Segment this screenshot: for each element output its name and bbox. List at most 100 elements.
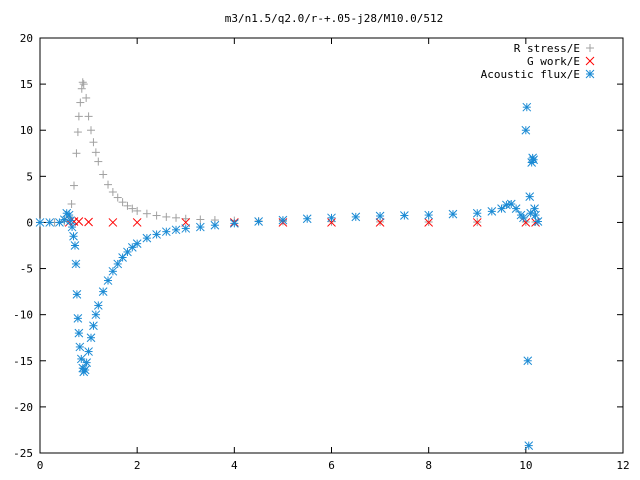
- data-point: [67, 200, 76, 208]
- data-point: [89, 138, 98, 147]
- data-point: [79, 80, 88, 89]
- data-point: [94, 157, 103, 166]
- data-point: [375, 211, 385, 221]
- x-tick-label: 6: [328, 459, 335, 472]
- data-point: [375, 218, 385, 227]
- data-point: [73, 128, 82, 137]
- y-tick-label: -25: [13, 447, 33, 460]
- data-point: [351, 212, 361, 222]
- data-point: [72, 149, 81, 158]
- data-point: [77, 84, 86, 93]
- data-point: [327, 218, 336, 227]
- data-point: [210, 220, 220, 230]
- data-point: [142, 233, 152, 243]
- y-tick-label: 15: [20, 78, 33, 91]
- data-point: [132, 218, 142, 227]
- data-point: [128, 204, 137, 213]
- data-point: [70, 241, 80, 250]
- data-point: [181, 224, 191, 233]
- data-point: [472, 208, 482, 218]
- data-point: [472, 218, 482, 227]
- data-point: [523, 356, 533, 366]
- data-point: [278, 215, 288, 225]
- data-point: [84, 217, 93, 227]
- data-point: [82, 358, 91, 367]
- data-point: [448, 209, 458, 219]
- data-point: [108, 266, 118, 276]
- data-point: [72, 290, 82, 299]
- y-tick-label: -10: [13, 309, 33, 322]
- data-point: [521, 125, 531, 135]
- data-point: [127, 242, 137, 252]
- data-point: [196, 215, 205, 224]
- data-point: [91, 310, 101, 320]
- data-point: [74, 217, 84, 226]
- data-point: [123, 201, 132, 210]
- legend-label: G work/E: [527, 55, 580, 68]
- data-point: [424, 210, 434, 220]
- data-point: [487, 207, 497, 216]
- data-point: [78, 78, 87, 87]
- data-point: [76, 98, 85, 107]
- data-point: [118, 198, 127, 207]
- data-point: [229, 219, 239, 228]
- data-point: [108, 188, 117, 197]
- y-tick-label: 5: [26, 170, 33, 183]
- data-point: [84, 347, 93, 356]
- data-point: [195, 222, 205, 232]
- legend-label: Acoustic flux/E: [481, 68, 580, 81]
- chart-title: m3/n1.5/q2.0/r-+.05-j28/M10.0/512: [225, 12, 444, 25]
- legend-marker: [585, 69, 595, 79]
- data-point: [424, 218, 434, 227]
- y-tick-label: 0: [26, 216, 33, 229]
- data-point: [171, 225, 181, 235]
- data-point: [74, 112, 83, 121]
- data-point: [66, 216, 75, 225]
- data-point: [524, 441, 534, 450]
- legend-marker: [585, 56, 595, 66]
- data-point: [67, 222, 77, 232]
- y-tick-label: -5: [20, 263, 33, 276]
- y-tick-label: -20: [13, 401, 33, 414]
- data-point: [529, 155, 538, 165]
- data-point: [99, 170, 108, 179]
- legend-label: R stress/E: [514, 42, 580, 55]
- data-point: [152, 230, 161, 239]
- data-point: [87, 126, 96, 135]
- data-point: [108, 218, 118, 227]
- series-3: [35, 102, 543, 450]
- data-point: [162, 212, 171, 221]
- data-point: [519, 213, 528, 223]
- data-point: [71, 259, 81, 269]
- data-point: [526, 208, 536, 218]
- data-point: [69, 231, 78, 241]
- data-point: [104, 180, 113, 189]
- data-point: [91, 148, 100, 157]
- data-point: [74, 328, 84, 338]
- data-point: [98, 287, 108, 296]
- x-tick-label: 12: [616, 459, 629, 472]
- x-tick-label: 4: [231, 459, 238, 472]
- data-point: [89, 321, 98, 331]
- data-point: [302, 214, 312, 224]
- data-point: [93, 301, 103, 310]
- data-point: [113, 193, 122, 202]
- data-point: [142, 209, 151, 218]
- data-point: [82, 93, 91, 102]
- data-point: [86, 333, 96, 343]
- data-point: [70, 181, 79, 190]
- data-point: [76, 354, 86, 364]
- data-point: [511, 204, 521, 213]
- data-point: [133, 206, 142, 215]
- data-point: [161, 227, 171, 237]
- data-point: [522, 102, 532, 112]
- y-tick-label: -15: [13, 355, 33, 368]
- data-point: [132, 239, 142, 249]
- data-point: [113, 259, 123, 269]
- data-point: [254, 217, 263, 226]
- x-tick-label: 2: [134, 459, 141, 472]
- y-tick-label: 20: [20, 32, 33, 45]
- x-tick-label: 10: [519, 459, 532, 472]
